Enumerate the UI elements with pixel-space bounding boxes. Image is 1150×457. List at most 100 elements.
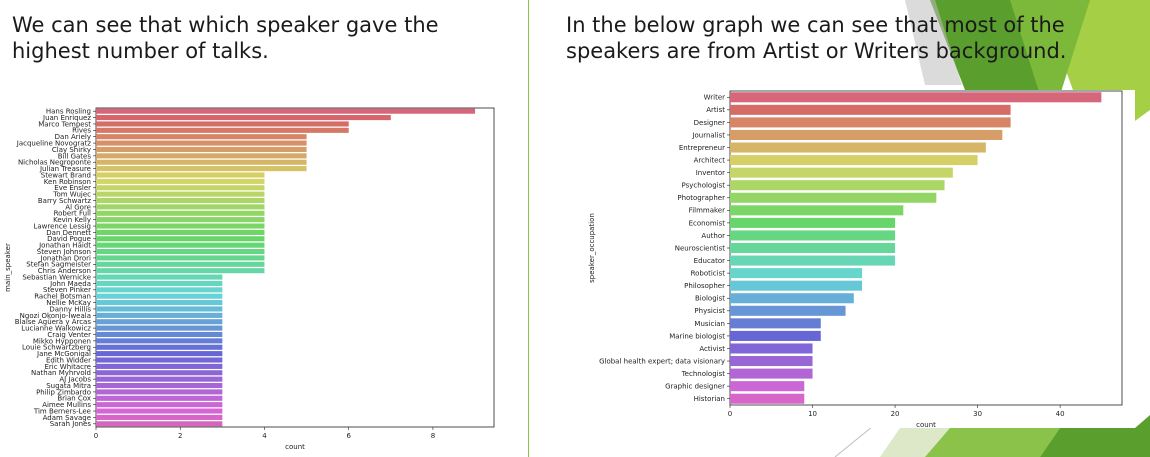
right-description-text: In the below graph we can see that most … — [566, 13, 1067, 63]
y-tick-label: Roboticist — [691, 270, 726, 278]
y-tick-label: Philip Zimbardo — [36, 388, 91, 396]
bar — [96, 229, 265, 235]
y-tick-label: Jonathan Drori — [40, 254, 91, 262]
bar — [730, 393, 805, 404]
deco-shape-mid — [1000, 0, 1090, 95]
bar — [730, 330, 821, 341]
bar — [96, 363, 223, 369]
bar — [96, 115, 391, 121]
bar — [730, 293, 854, 304]
bar — [96, 217, 265, 223]
bar — [96, 274, 223, 280]
y-tick-label: David Pogue — [47, 235, 91, 243]
y-tick-label: Marine biologist — [669, 332, 725, 340]
y-tick-label: Lawrence Lessig — [33, 222, 91, 230]
y-tick-label: Tim Berners-Lee — [33, 407, 91, 415]
y-tick-label: Tom Wujec — [52, 191, 91, 199]
bar — [730, 230, 896, 241]
y-tick-label: Nellie McKay — [46, 299, 91, 307]
bar — [96, 268, 265, 274]
bar — [96, 376, 223, 382]
bar — [96, 108, 476, 114]
bar — [730, 142, 986, 153]
y-tick-label: Chris Anderson — [38, 267, 91, 275]
y-tick-label: Graphic designer — [665, 383, 725, 391]
y-tick-label: Writer — [704, 94, 725, 102]
y-tick-label: Barry Schwartz — [38, 197, 91, 205]
y-tick-label: Author — [701, 232, 725, 240]
bar — [96, 166, 307, 172]
bar — [96, 331, 223, 338]
bar — [96, 121, 349, 127]
x-tick-label: 30 — [973, 410, 982, 418]
bar — [96, 204, 265, 210]
bar — [96, 261, 265, 267]
bar — [730, 242, 896, 254]
x-axis-title: count — [916, 421, 936, 429]
bar — [730, 129, 1003, 140]
y-tick-label: Stefan Sagmeister — [26, 261, 91, 269]
bar — [96, 408, 223, 414]
bar — [96, 414, 223, 420]
x-tick-label: 0 — [728, 410, 732, 418]
x-tick-label: 20 — [891, 410, 900, 418]
slide-divider — [528, 0, 529, 457]
y-tick-label: Global health expert; data visionary — [599, 357, 725, 365]
bar — [96, 159, 307, 165]
deco-shape-bottom-mid — [925, 428, 1060, 457]
bar — [96, 185, 265, 191]
y-tick-label: Nathan Myhrvold — [31, 369, 91, 377]
y-tick-label: Artist — [706, 106, 725, 114]
bar — [730, 280, 863, 291]
bar — [730, 155, 978, 166]
y-tick-label: Danny Hillis — [49, 305, 91, 313]
bar — [96, 319, 223, 325]
bar — [730, 381, 805, 392]
y-tick-label: Jacqueline Novogratz — [16, 139, 92, 147]
y-tick-label: Eve Ensler — [54, 184, 91, 192]
y-tick-label: Eric Whitacre — [44, 363, 91, 371]
y-tick-label: Blaise Agüera y Arcas — [15, 318, 92, 326]
x-tick-label: 0 — [94, 432, 98, 440]
bar — [96, 210, 265, 216]
y-tick-label: Sugata Mitra — [46, 382, 91, 390]
bar — [96, 134, 307, 140]
y-tick-label: Steven Pinker — [43, 286, 91, 294]
bar — [730, 318, 821, 329]
y-tick-label: Nicholas Negroponte — [18, 159, 91, 167]
bar — [730, 368, 813, 379]
deco-shape-gray — [905, 0, 962, 85]
y-tick-label: Designer — [694, 119, 725, 127]
bar — [96, 146, 307, 153]
bar — [96, 223, 265, 229]
bar — [96, 389, 223, 395]
bar — [730, 117, 1011, 128]
bar — [96, 325, 223, 331]
speaker-occupation-chart: Writer Artist Designer Journalist Entreprene… — [588, 90, 1123, 429]
bar — [96, 153, 307, 159]
bar — [96, 395, 223, 401]
bar — [96, 370, 223, 376]
bar — [96, 197, 265, 204]
y-tick-label: Sarah Jones — [50, 420, 92, 428]
bar — [96, 236, 265, 242]
left-description-text: We can see that which speaker gave the h… — [12, 13, 439, 63]
bar — [96, 351, 223, 357]
deco-shape-dark — [930, 0, 1040, 95]
deco-shape-bottom-dark — [1040, 415, 1150, 457]
y-tick-label: Clay Shirky — [52, 146, 91, 154]
bar — [730, 268, 863, 279]
bar — [96, 178, 265, 184]
y-tick-label: Al Gore — [65, 203, 91, 211]
y-tick-label: Kevin Kelly — [53, 216, 91, 224]
y-tick-label: Rives — [72, 127, 91, 135]
y-tick-label: Economist — [689, 219, 726, 227]
y-tick-label: Bill Gates — [58, 152, 92, 160]
y-tick-label: Architect — [694, 156, 726, 164]
y-tick-label: Mikko Hypponen — [33, 337, 91, 345]
x-tick-label: 2 — [178, 432, 182, 440]
y-tick-label: Sebastian Wernicke — [22, 273, 91, 281]
plot-frame — [95, 107, 495, 428]
y-tick-label: Entrepreneur — [679, 144, 725, 152]
bar — [96, 357, 223, 363]
